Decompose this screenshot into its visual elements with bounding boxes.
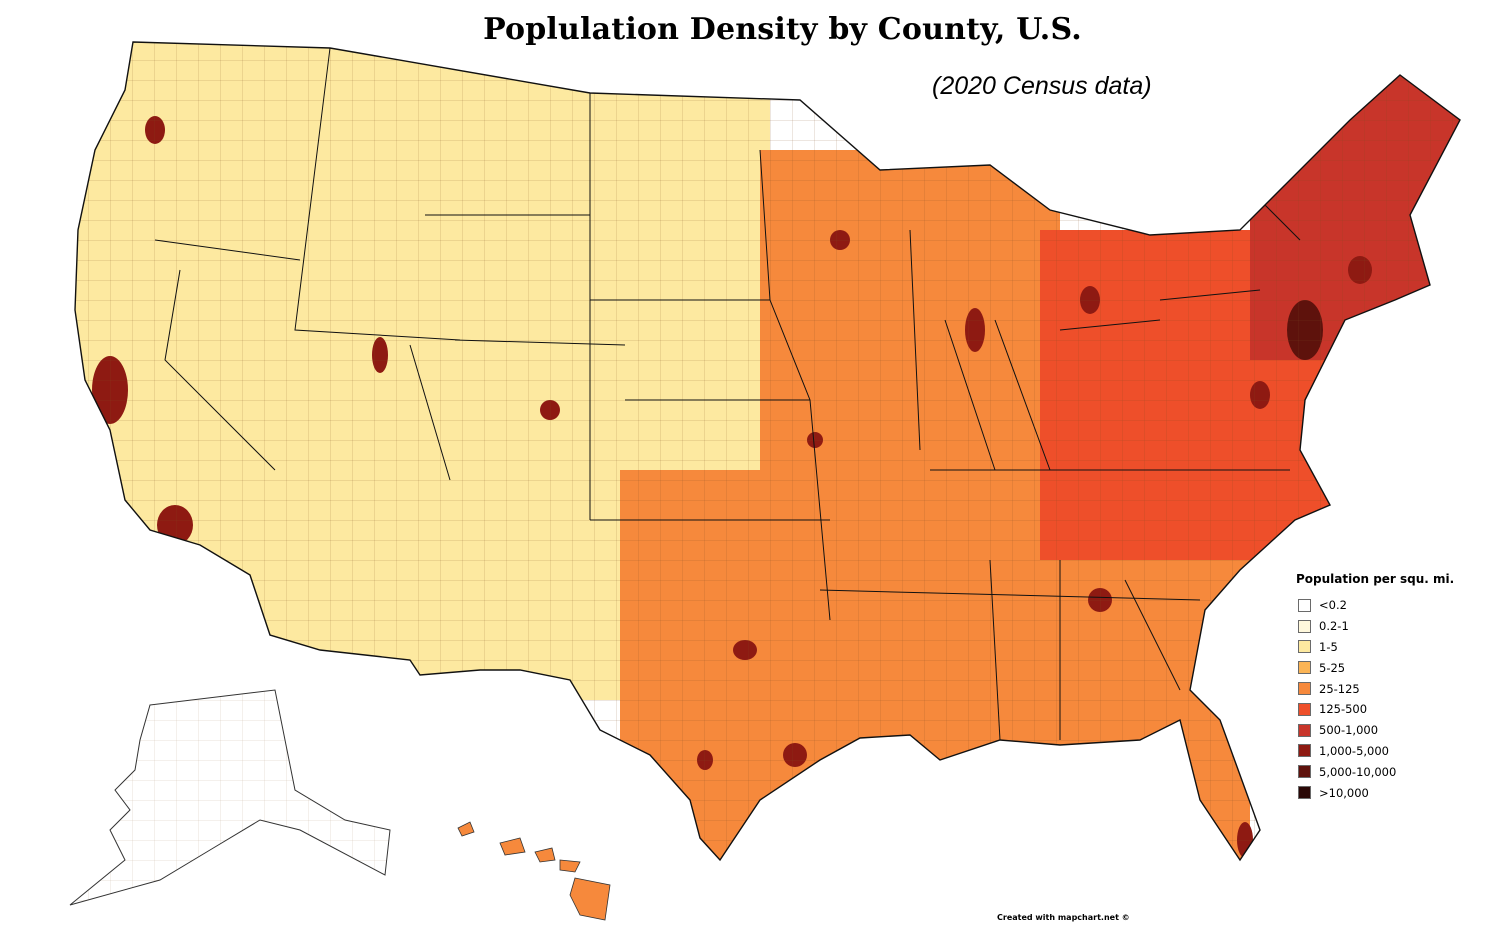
legend-title: Population per squ. mi. xyxy=(1296,572,1455,586)
legend-label: 5,000-10,000 xyxy=(1319,764,1397,779)
legend-label: 25-125 xyxy=(1319,681,1360,696)
legend-swatch xyxy=(1298,765,1311,779)
legend-swatch xyxy=(1298,619,1311,633)
legend-swatch xyxy=(1298,661,1311,675)
legend-label: 1,000-5,000 xyxy=(1319,743,1389,758)
legend-item: 1,000-5,000 xyxy=(1296,741,1454,762)
legend-item: 1-5 xyxy=(1296,637,1454,658)
legend-label: <0.2 xyxy=(1319,598,1347,613)
legend-swatch xyxy=(1298,682,1311,696)
legend-swatch xyxy=(1298,723,1311,737)
legend-label: 0.2-1 xyxy=(1319,619,1349,634)
legend-item: 125-500 xyxy=(1296,699,1454,720)
legend-label: 125-500 xyxy=(1319,702,1368,717)
legend-item: 25-125 xyxy=(1296,678,1454,699)
legend-item: <0.2 xyxy=(1296,595,1454,616)
legend-label: 500-1,000 xyxy=(1319,723,1379,738)
legend-swatch xyxy=(1298,786,1311,800)
legend-item: 5,000-10,000 xyxy=(1296,761,1454,782)
legend-item: 0.2-1 xyxy=(1296,616,1454,637)
legend-label: 1-5 xyxy=(1319,639,1338,654)
legend-item: 500-1,000 xyxy=(1296,720,1454,741)
legend-swatch xyxy=(1298,598,1311,612)
legend-swatch xyxy=(1298,702,1311,716)
map-title: Poplulation Density by County, U.S. xyxy=(483,12,1082,47)
legend-swatch xyxy=(1298,744,1311,758)
us-outline xyxy=(74,41,1461,862)
alaska-county-grid xyxy=(70,690,390,905)
legend: Population per squ. mi. <0.2 0.2-1 1-5 5-25… xyxy=(1296,572,1454,803)
state-borders xyxy=(154,47,1301,741)
legend-swatch xyxy=(1298,640,1311,654)
legend-item: 5-25 xyxy=(1296,657,1454,678)
region-hawaii xyxy=(457,821,611,921)
legend-item: >10,000 xyxy=(1296,782,1454,803)
credit-text: Created with mapchart.net © xyxy=(997,913,1130,922)
legend-label: 5-25 xyxy=(1319,660,1346,675)
legend-label: >10,000 xyxy=(1319,785,1369,800)
legend-items: <0.2 0.2-1 1-5 5-25 25-125 125-500 500-1,000 1,… xyxy=(1296,595,1454,803)
map-subtitle: (2020 Census data) xyxy=(932,72,1152,100)
